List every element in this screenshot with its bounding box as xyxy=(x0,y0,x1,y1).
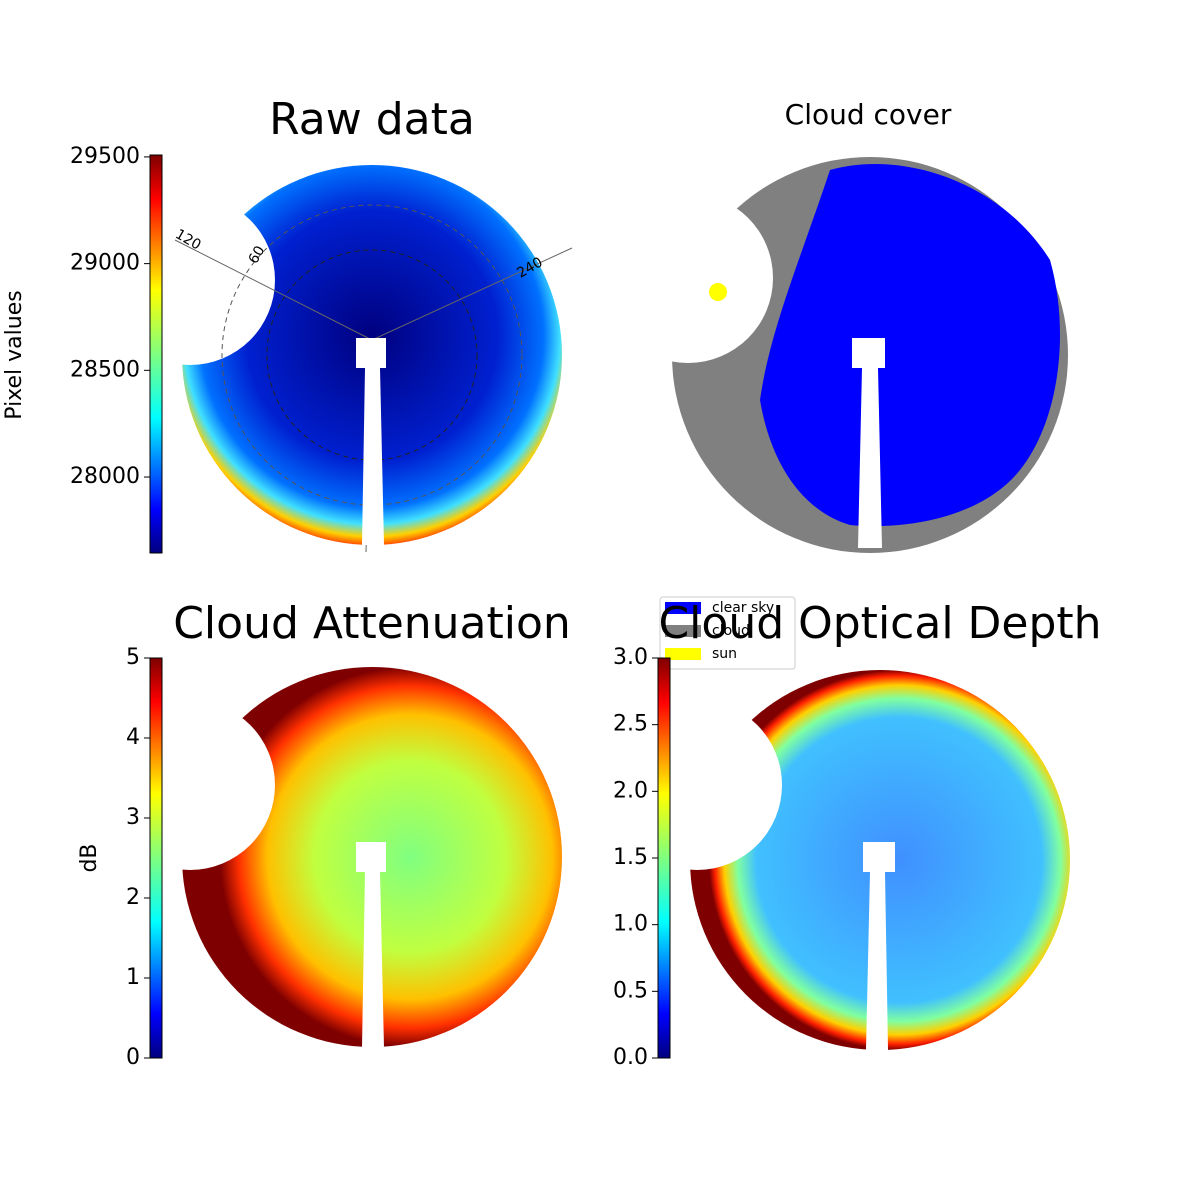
panel-title: Cloud cover xyxy=(785,98,952,131)
tick-label: 28000 xyxy=(70,464,140,489)
axis-label: dB xyxy=(77,843,102,872)
tick-label: 0 xyxy=(126,1045,140,1070)
legend-label: sun xyxy=(712,646,737,662)
tick-label: 5 xyxy=(126,645,140,670)
colorbar xyxy=(149,154,163,554)
tick-label: 3.0 xyxy=(613,645,648,670)
tick-label: 1.5 xyxy=(613,845,648,870)
tick-label: 1 xyxy=(126,965,140,990)
legend-swatch xyxy=(665,602,701,614)
tick-label: 0.0 xyxy=(613,1045,648,1070)
tick-label: 28500 xyxy=(70,357,140,382)
raw-image xyxy=(105,165,573,553)
legend-label: clear sky xyxy=(712,600,774,616)
polar-annotation: 60 xyxy=(246,243,269,266)
tick-label: 2.5 xyxy=(613,712,648,737)
cloud-cover-image xyxy=(603,157,1068,553)
panel-title: Raw data xyxy=(269,94,475,145)
optical-depth-image xyxy=(612,670,1070,1050)
tick-label: 2 xyxy=(126,885,140,910)
tick-label: 29500 xyxy=(70,144,140,169)
colorbar xyxy=(657,657,671,1059)
tick-label: 29000 xyxy=(70,251,140,276)
tick-label: 0.5 xyxy=(613,978,648,1003)
tick-label: 1.0 xyxy=(613,912,648,937)
attenuation-image xyxy=(105,667,562,1048)
tick-label: 3 xyxy=(126,805,140,830)
tick-label: 2.0 xyxy=(613,778,648,803)
legend-swatch xyxy=(665,625,701,637)
panel-title: Cloud Optical Depth xyxy=(658,598,1101,649)
panel-title: Cloud Attenuation xyxy=(173,598,571,649)
colorbar xyxy=(149,657,163,1059)
legend-swatch xyxy=(665,648,701,660)
axis-label: Pixel values xyxy=(2,290,27,419)
legend-label: cloud xyxy=(712,623,750,639)
tick-label: 4 xyxy=(126,725,140,750)
